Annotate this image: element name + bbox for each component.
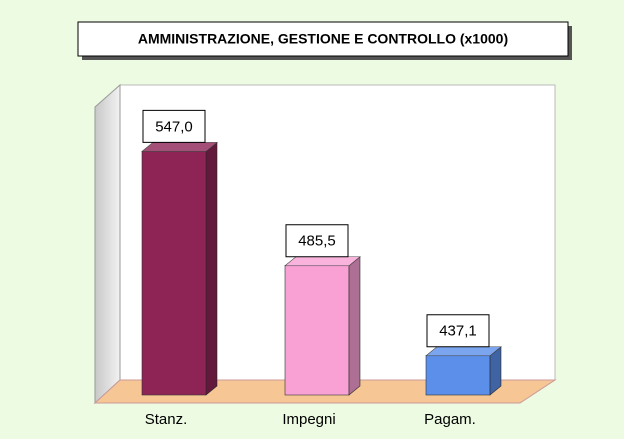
- bar-top-shade: [426, 346, 501, 356]
- bar-top: [141, 142, 218, 152]
- bar-top: [425, 346, 502, 357]
- bars: 547,0 Stanz. 485,5 Impegni 437,1 Pagam.: [141, 109, 502, 428]
- value-label: 547,0: [155, 118, 193, 135]
- title-box: [77, 21, 569, 57]
- bar-side-shade: [349, 256, 360, 395]
- value-label: 485,5: [298, 233, 336, 250]
- side-wall: [94, 83, 121, 405]
- bar: [141, 151, 207, 396]
- x-tick-label: Pagam.: [424, 411, 476, 428]
- bar-side-shade: [490, 346, 501, 395]
- bar-top-shade: [285, 256, 360, 266]
- value-label: 437,1: [439, 323, 477, 340]
- bar-top-shade: [142, 142, 217, 152]
- x-tick-label: Impegni: [282, 411, 335, 428]
- value-label-box: [142, 109, 206, 143]
- bar: [425, 355, 491, 396]
- x-tick-label: Stanz.: [145, 411, 188, 428]
- bar-side-shade: [206, 142, 217, 395]
- chart-title: AMMINISTRAZIONE, GESTIONE E CONTROLLO (x…: [138, 31, 508, 47]
- value-label-box: [285, 224, 349, 258]
- value-label-box: [426, 314, 490, 348]
- bar-top: [284, 256, 361, 267]
- bar: [284, 265, 350, 396]
